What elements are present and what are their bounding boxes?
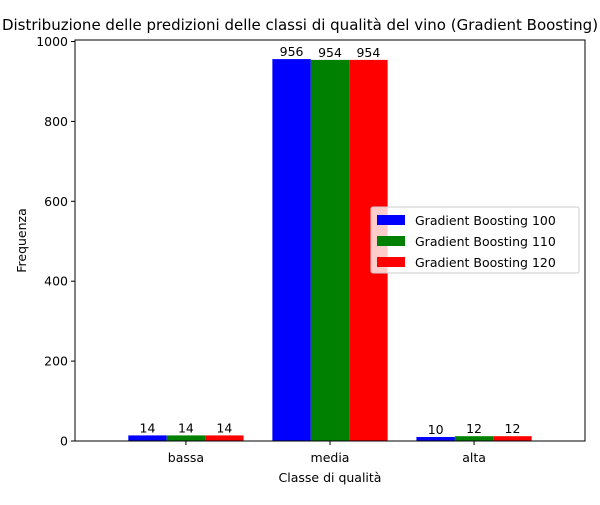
data-label: 12	[505, 421, 521, 436]
legend: Gradient Boosting 100 Gradient Boosting 1…	[370, 206, 580, 274]
y-tick-label: 1000	[36, 34, 68, 49]
bar	[493, 436, 532, 441]
x-tick-label: bassa	[168, 450, 204, 465]
legend-swatch	[377, 215, 405, 225]
legend-label: Gradient Boosting 100	[415, 213, 556, 228]
legend-label: Gradient Boosting 110	[415, 234, 556, 249]
data-label: 956	[280, 44, 304, 59]
y-tick-label: 0	[60, 434, 68, 449]
data-label: 954	[318, 45, 342, 60]
x-tick-label: media	[311, 450, 350, 465]
legend-label: Gradient Boosting 120	[415, 255, 556, 270]
axes-frame	[74, 39, 586, 442]
bar	[310, 59, 350, 442]
bar	[416, 437, 455, 441]
data-label: 14	[216, 420, 232, 435]
y-tick-label: 600	[44, 194, 68, 209]
y-tick-label: 200	[44, 354, 68, 369]
bar	[454, 436, 494, 441]
x-tick-label: alta	[462, 450, 486, 465]
legend-swatch	[377, 236, 405, 246]
x-axis-label: Classe di qualità	[279, 470, 382, 485]
y-tick-label: 800	[44, 114, 68, 129]
y-axis-label: Frequenza	[14, 208, 29, 273]
bar	[128, 435, 167, 441]
legend-box	[370, 206, 580, 274]
data-label: 14	[178, 420, 194, 435]
data-label: 14	[140, 420, 156, 435]
data-label: 954	[356, 45, 380, 60]
data-label: 10	[428, 422, 444, 437]
y-tick-label: 400	[44, 274, 68, 289]
bar	[272, 59, 311, 441]
bar	[166, 435, 206, 441]
chart-title: Distribuzione delle predizioni delle cla…	[2, 16, 598, 34]
bar	[205, 435, 244, 441]
legend-swatch	[377, 257, 405, 267]
data-label: 12	[466, 421, 482, 436]
